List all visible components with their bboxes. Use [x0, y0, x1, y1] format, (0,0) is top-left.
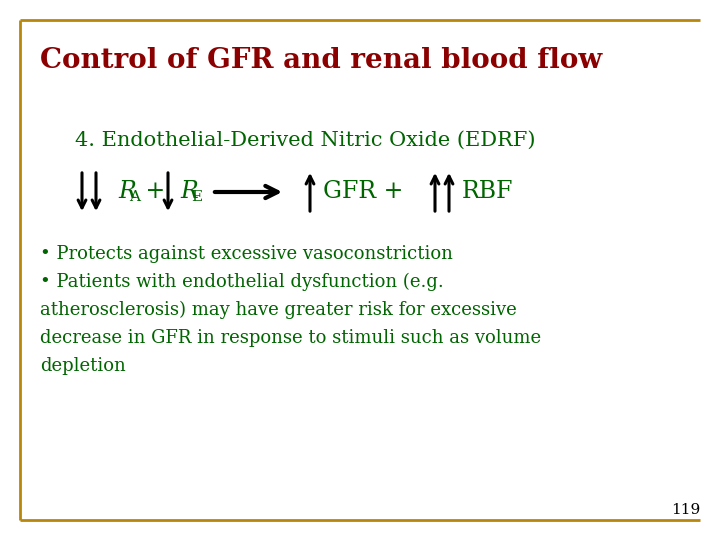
Text: RBF: RBF [462, 180, 513, 204]
Text: depletion: depletion [40, 357, 126, 375]
Text: • Protects against excessive vasoconstriction: • Protects against excessive vasoconstri… [40, 245, 453, 263]
Text: • Patients with endothelial dysfunction (e.g.: • Patients with endothelial dysfunction … [40, 273, 444, 291]
Text: E: E [191, 190, 202, 204]
Text: decrease in GFR in response to stimuli such as volume: decrease in GFR in response to stimuli s… [40, 329, 541, 347]
Text: +: + [138, 180, 166, 204]
Text: atherosclerosis) may have greater risk for excessive: atherosclerosis) may have greater risk f… [40, 301, 517, 319]
Text: Control of GFR and renal blood flow: Control of GFR and renal blood flow [40, 46, 602, 73]
Text: R: R [180, 180, 198, 204]
Text: 4. Endothelial-Derived Nitric Oxide (EDRF): 4. Endothelial-Derived Nitric Oxide (EDR… [75, 131, 536, 150]
Text: R: R [118, 180, 136, 204]
Text: 119: 119 [671, 503, 700, 517]
Text: GFR +: GFR + [323, 180, 403, 204]
Text: A: A [129, 190, 140, 204]
